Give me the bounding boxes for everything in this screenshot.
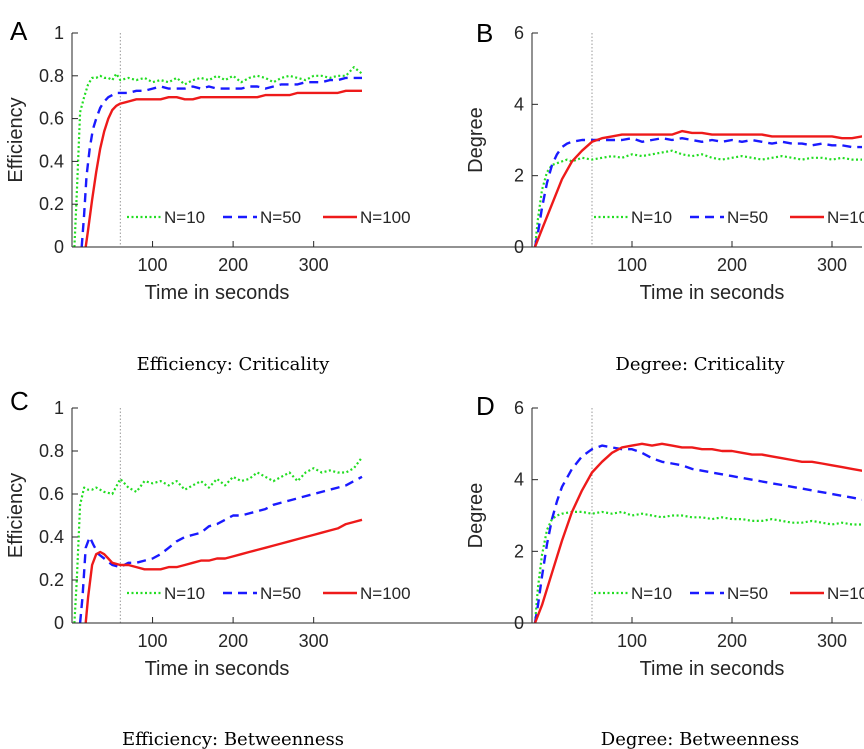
series-line-n-50 (533, 136, 862, 247)
y-tick-label: 0.6 (39, 484, 64, 504)
y-tick-label: 2 (514, 166, 524, 186)
y-tick-label: 6 (514, 398, 524, 418)
x-tick-label: 300 (299, 255, 329, 275)
series-line-n-10 (533, 149, 862, 247)
legend-entry-label: N=10 (631, 208, 672, 227)
y-tick-label: 1 (54, 23, 64, 43)
panel-caption: Degree: Betweenness (601, 729, 799, 749)
legend-entry-label: N=100 (827, 584, 864, 603)
panel-c: 0 0.2 0.4 0.6 0.8 1 100 200 300 Time in seconds Ef… (5, 386, 862, 749)
series-line-n-100 (533, 442, 862, 623)
y-axis-label: Degree (465, 483, 487, 549)
x-tick-label: 100 (617, 255, 647, 275)
x-tick-label: 100 (138, 255, 168, 275)
x-axis-label: Time in seconds (145, 658, 290, 680)
x-tick-label: 200 (218, 631, 248, 651)
legend-entry-label: N=50 (727, 584, 768, 603)
y-tick-label: 2 (514, 541, 524, 561)
y-tick-label: 0.2 (39, 194, 64, 214)
legend-entry-label: N=10 (164, 208, 205, 227)
series-group (533, 442, 862, 623)
panel-letter: D (476, 391, 495, 421)
x-tick-label: 300 (299, 631, 329, 651)
y-tick-label: 0 (514, 613, 524, 633)
panel-caption: Efficiency: Betweenness (122, 729, 344, 749)
x-tick-label: 200 (717, 631, 747, 651)
y-axis-label: Efficiency (5, 473, 27, 558)
panel-letter: C (10, 386, 29, 416)
panel-a: 0 0.2 0.4 0.6 0.8 1 100 200 300 Time in seconds Ef… (5, 16, 862, 375)
series-group (533, 129, 862, 247)
y-tick-label: 4 (514, 94, 524, 114)
y-axis-label: Degree (465, 107, 487, 173)
legend-entry-label: N=100 (360, 208, 411, 227)
panel-caption: Efficiency: Criticality (137, 354, 330, 375)
series-line-n-10 (73, 66, 363, 247)
x-tick-label: 100 (617, 631, 647, 651)
x-tick-label: 200 (717, 255, 747, 275)
legend-entry-label: N=10 (164, 584, 205, 603)
panel-letter: A (10, 16, 28, 46)
y-axis-label: Efficiency (5, 97, 27, 182)
panel-letter: B (476, 18, 493, 48)
y-tick-label: 0.4 (39, 527, 64, 547)
series-line-n-50 (533, 444, 862, 623)
y-tick-label: 0 (54, 613, 64, 633)
x-tick-label: 100 (138, 631, 168, 651)
legend-entry-label: N=50 (727, 208, 768, 227)
series-line-n-50 (80, 76, 362, 247)
legend-entry-label: N=50 (260, 584, 301, 603)
series-line-n-100 (533, 129, 862, 247)
y-tick-label: 0.4 (39, 151, 64, 171)
legend-entry-label: N=100 (827, 208, 864, 227)
y-tick-label: 0.6 (39, 109, 64, 129)
panel-d: 0 2 4 6 100 200 300 Time in seconds Degree D Degre… (465, 391, 864, 749)
y-tick-label: 4 (514, 470, 524, 490)
legend-entry-label: N=10 (631, 584, 672, 603)
series-line-n-100 (84, 518, 363, 623)
legend: N=10 N=50 N=100 (127, 208, 411, 227)
series-group (73, 456, 363, 623)
series-line-n-10 (533, 510, 862, 623)
x-tick-label: 300 (817, 255, 847, 275)
y-tick-label: 6 (514, 23, 524, 43)
y-tick-label: 0.2 (39, 570, 64, 590)
y-tick-label: 0.8 (39, 441, 64, 461)
panel-b: 0 2 4 6 100 200 300 Time in seconds Degree B Degre… (465, 18, 864, 375)
x-axis-label: Time in seconds (640, 658, 785, 680)
x-axis-label: Time in seconds (145, 282, 290, 304)
legend: N=10 N=50 N=100 (594, 208, 864, 227)
legend-entry-label: N=50 (260, 208, 301, 227)
y-tick-label: 0 (514, 237, 524, 257)
series-line-n-50 (78, 475, 363, 623)
legend: N=10 N=50 N=100 (594, 584, 864, 603)
y-tick-label: 1 (54, 398, 64, 418)
x-tick-label: 300 (817, 631, 847, 651)
x-axis-label: Time in seconds (640, 282, 785, 304)
y-tick-label: 0 (54, 237, 64, 257)
y-tick-label: 0.8 (39, 66, 64, 86)
legend-entry-label: N=100 (360, 584, 411, 603)
series-group (73, 66, 363, 247)
legend: N=10 N=50 N=100 (127, 584, 411, 603)
panel-caption: Degree: Criticality (615, 354, 785, 375)
series-line-n-10 (73, 456, 363, 623)
x-tick-label: 200 (218, 255, 248, 275)
series-line-n-100 (84, 89, 362, 247)
